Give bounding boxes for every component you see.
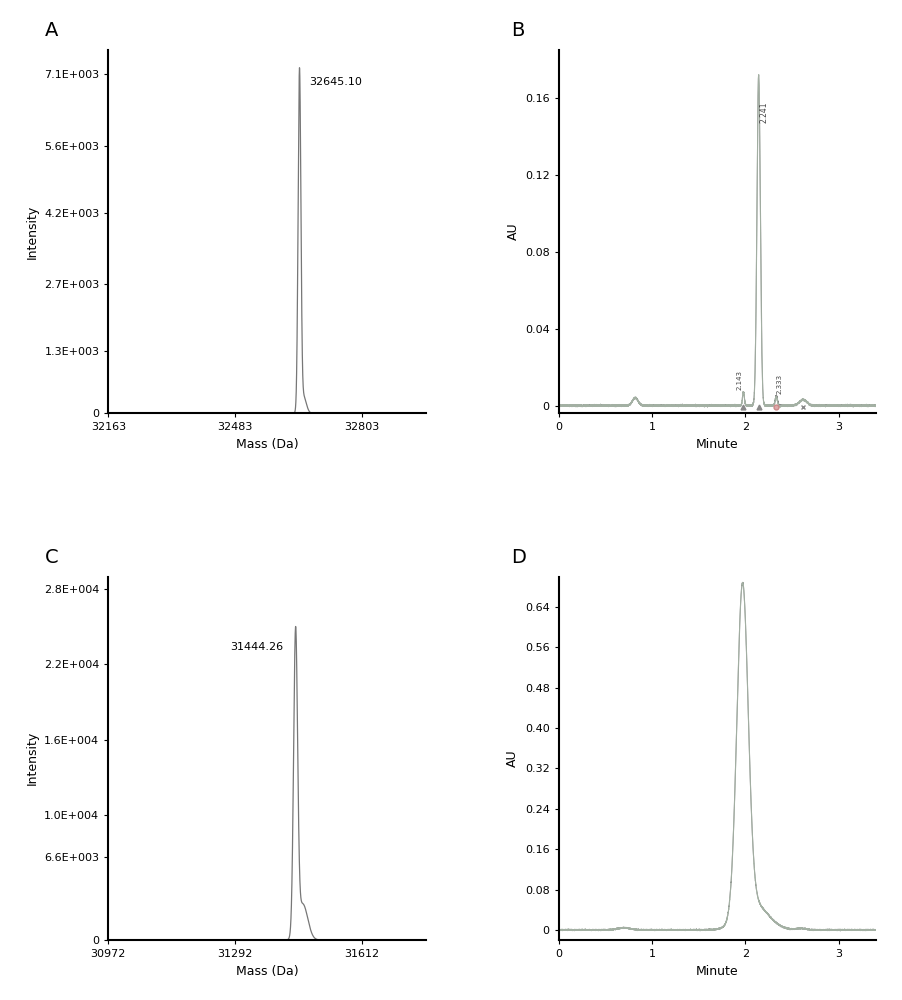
X-axis label: Minute: Minute [695, 438, 738, 451]
Y-axis label: AU: AU [506, 750, 519, 767]
Y-axis label: Intensity: Intensity [25, 731, 39, 785]
Text: 32645.10: 32645.10 [309, 77, 362, 87]
Text: C: C [45, 548, 59, 567]
X-axis label: Mass (Da): Mass (Da) [235, 965, 298, 978]
Y-axis label: Intensity: Intensity [25, 205, 39, 259]
Text: D: D [511, 548, 526, 567]
Text: 2.143: 2.143 [736, 370, 742, 390]
Text: A: A [45, 21, 59, 40]
X-axis label: Mass (Da): Mass (Da) [235, 438, 298, 451]
Text: 2.241: 2.241 [759, 101, 768, 123]
Y-axis label: AU: AU [506, 223, 519, 240]
Text: 31444.26: 31444.26 [230, 642, 283, 652]
Text: B: B [511, 21, 524, 40]
X-axis label: Minute: Minute [695, 965, 738, 978]
Text: 2.333: 2.333 [776, 374, 782, 394]
